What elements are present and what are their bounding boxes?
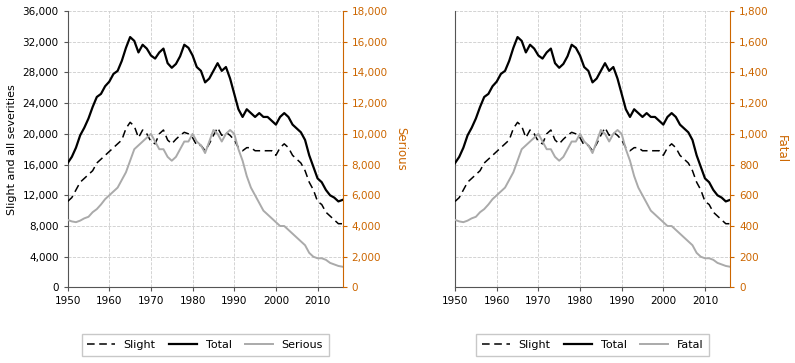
- Total: [180, 42, 189, 47]
- Total: [96, 92, 106, 96]
- Slight: [513, 120, 522, 125]
- Total: [663, 115, 673, 119]
- Slight: [334, 221, 343, 226]
- Slight: [180, 130, 189, 134]
- Total: [580, 65, 589, 69]
- Total: [317, 180, 327, 184]
- Total: [471, 116, 481, 121]
- Total: [126, 35, 135, 39]
- Y-axis label: Serious: Serious: [394, 127, 407, 171]
- Slight: [725, 221, 735, 226]
- Slight: [567, 130, 576, 134]
- Slight: [192, 143, 202, 147]
- Total: [338, 198, 347, 202]
- Slight: [471, 172, 481, 177]
- Total: [192, 65, 202, 69]
- Total: [704, 180, 714, 184]
- Total: [63, 161, 72, 165]
- Slight: [63, 199, 72, 204]
- Line: Total: Total: [455, 37, 730, 201]
- Slight: [721, 221, 731, 226]
- Slight: [704, 202, 714, 207]
- Slight: [338, 221, 347, 226]
- Slight: [483, 157, 493, 162]
- Total: [83, 116, 93, 121]
- Y-axis label: Fatal: Fatal: [775, 135, 788, 163]
- Line: Slight: Slight: [68, 122, 343, 224]
- Slight: [126, 120, 135, 125]
- Line: Total: Total: [68, 37, 343, 201]
- Total: [567, 42, 576, 47]
- Legend: Slight, Total, Serious: Slight, Total, Serious: [82, 334, 328, 356]
- Slight: [580, 143, 589, 147]
- Total: [450, 161, 460, 165]
- Legend: Slight, Total, Fatal: Slight, Total, Fatal: [476, 334, 708, 356]
- Y-axis label: Slight and all severities: Slight and all severities: [7, 84, 17, 215]
- Slight: [663, 146, 673, 150]
- Total: [483, 92, 493, 96]
- Slight: [96, 157, 106, 162]
- Slight: [83, 172, 93, 177]
- Slight: [275, 146, 285, 150]
- Total: [513, 35, 522, 39]
- Line: Slight: Slight: [455, 122, 730, 224]
- Total: [334, 199, 343, 204]
- Total: [725, 198, 735, 202]
- Total: [721, 199, 731, 204]
- Slight: [450, 199, 460, 204]
- Total: [275, 115, 285, 119]
- Slight: [317, 202, 327, 207]
